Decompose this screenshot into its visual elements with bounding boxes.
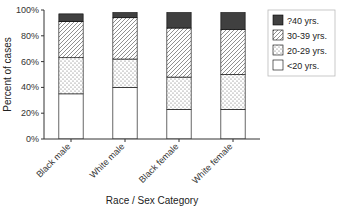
y-tick-label: 0% (26, 134, 39, 144)
bar-segment (167, 109, 191, 139)
x-tick-label: Black male (34, 141, 72, 179)
y-tick-label: 40% (21, 82, 39, 92)
bar-segment (167, 28, 191, 77)
y-tick (41, 87, 44, 88)
bar-segment (59, 22, 83, 58)
bar-segment (59, 94, 83, 139)
y-tick (41, 61, 44, 62)
y-tick (41, 113, 44, 114)
legend-label: <20 yrs. (287, 61, 319, 71)
bar-segment (113, 18, 137, 59)
legend-label: 30-39 yrs. (287, 31, 327, 41)
x-tick-label: White female (190, 141, 234, 185)
bar-segment (59, 14, 83, 22)
bar-segment (221, 75, 245, 110)
legend-swatch (273, 15, 283, 25)
bar-segment (59, 58, 83, 94)
x-tick (179, 139, 180, 142)
y-tick-label: 60% (21, 57, 39, 67)
x-tick (125, 139, 126, 142)
chart: 0% 20% 40% 60% 80% 100% Black male White male Bl… (0, 0, 338, 209)
legend-label: ?40 yrs. (287, 16, 319, 26)
x-tick-label: Black female (137, 141, 181, 185)
x-axis (44, 139, 260, 140)
y-tick (41, 35, 44, 36)
bar-segment (113, 87, 137, 139)
bar-segment (167, 13, 191, 28)
y-tick (41, 10, 44, 11)
y-tick-label: 80% (21, 31, 39, 41)
x-tick (233, 139, 234, 142)
legend-swatch (273, 60, 283, 70)
y-tick-label: 100% (16, 5, 39, 15)
bar-segment (221, 13, 245, 30)
y-axis-label: Percent of cases (2, 37, 13, 111)
y-tick (41, 139, 44, 140)
x-tick (71, 139, 72, 142)
bars (59, 13, 245, 139)
y-tick-label: 20% (21, 108, 39, 118)
x-tick-label: White male (88, 141, 127, 180)
bar-segment (221, 29, 245, 74)
bar-segment (167, 77, 191, 109)
y-axis (44, 10, 45, 139)
legend-box (268, 10, 335, 76)
legend-swatch (273, 30, 283, 40)
x-axis-label: Race / Sex Category (106, 195, 198, 206)
bar-segment (113, 59, 137, 87)
bar-segment (221, 109, 245, 139)
legend-label: 20-29 yrs. (287, 46, 327, 56)
legend-swatch (273, 45, 283, 55)
bar-segment (113, 13, 137, 18)
legend: ?40 yrs. 30-39 yrs. 20-29 yrs. <20 yrs. (268, 10, 335, 76)
